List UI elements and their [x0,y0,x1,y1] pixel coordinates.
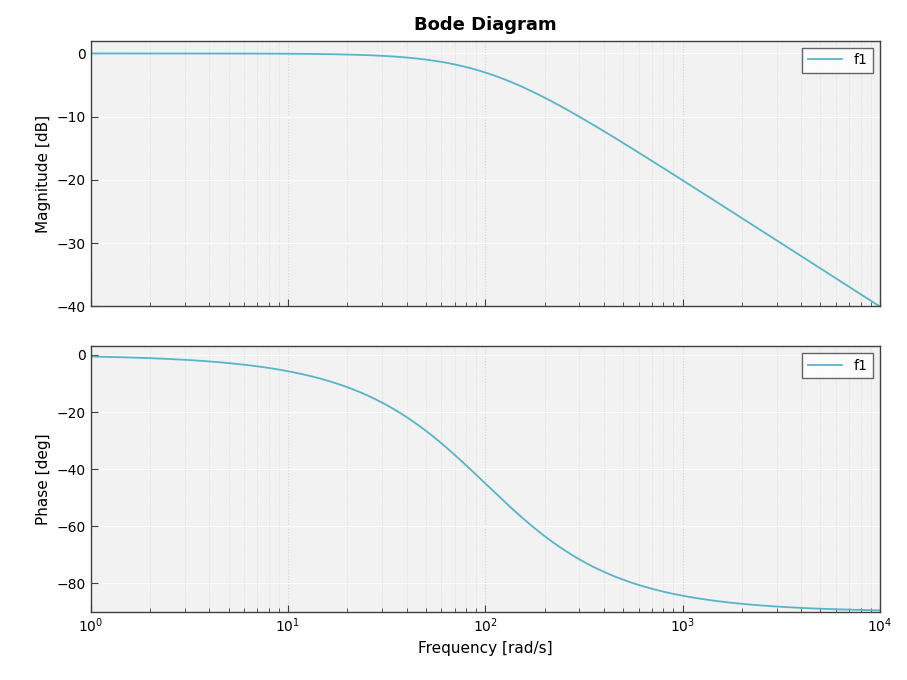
Y-axis label: Magnitude [dB]: Magnitude [dB] [36,114,51,233]
Y-axis label: Phase [deg]: Phase [deg] [36,433,51,525]
Legend: f1: f1 [802,354,873,378]
X-axis label: Frequency [rad/s]: Frequency [rad/s] [418,641,552,656]
Title: Bode Diagram: Bode Diagram [414,16,557,34]
Legend: f1: f1 [802,48,873,73]
